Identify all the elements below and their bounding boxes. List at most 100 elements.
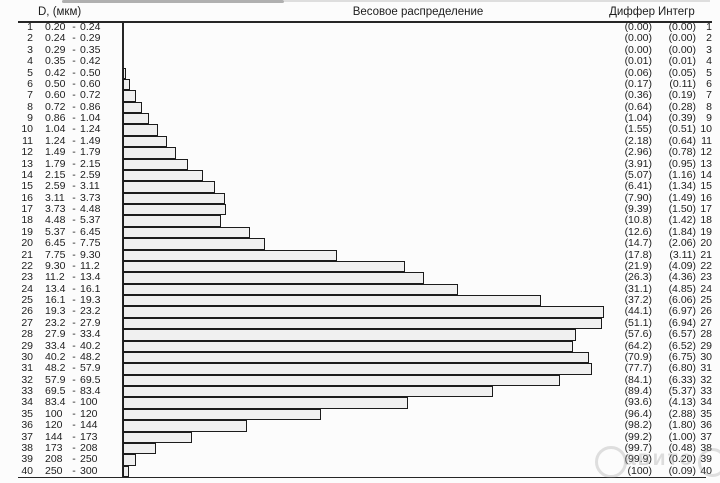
differential-value: (6.94) — [668, 316, 696, 329]
table-row: 23 11.2-13.4 (26.3) (4.36) 23 — [0, 271, 720, 284]
header-rule — [18, 21, 712, 23]
row-number-left: 11 — [22, 134, 33, 147]
range-low: 57.9 — [45, 373, 66, 386]
bar — [122, 295, 542, 307]
row-number-left: 8 — [27, 100, 33, 113]
range-high: 7.75 — [80, 237, 101, 250]
row-number-right: 9 — [706, 112, 712, 124]
differential-column-header: Диффер — [609, 6, 655, 18]
range-dash: - — [72, 328, 76, 341]
row-number-right: 5 — [706, 66, 712, 79]
top-edge-artifact-light — [284, 0, 710, 2]
differential-value: (0.01) — [668, 55, 696, 68]
row-number-left: 15 — [21, 180, 33, 193]
range-high: 0.50 — [80, 66, 101, 79]
range-dash: - — [72, 55, 76, 68]
range-high: 0.60 — [80, 77, 101, 90]
range-low: 0.24 — [45, 32, 66, 45]
range-high: 0.35 — [80, 43, 101, 56]
range-low: 5.37 — [45, 225, 66, 238]
integral-value: (0.00) — [624, 21, 652, 33]
range-dash: - — [72, 385, 76, 397]
row-number-right: 34 — [700, 396, 712, 409]
table-row: 11 1.24-1.49 (2.18) (0.64) 11 — [0, 134, 720, 147]
range-high: 40.2 — [80, 339, 101, 352]
size-column-header: D, (мкм) — [38, 6, 82, 18]
differential-value: (2.06) — [668, 237, 696, 250]
table-row: 20 6.45-7.75 (14.7) (2.06) 20 — [0, 237, 720, 250]
row-number-right: 32 — [700, 373, 712, 386]
row-number-left: 21 — [21, 248, 33, 261]
row-number-left: 19 — [21, 225, 33, 238]
differential-value: (0.39) — [668, 112, 696, 124]
range-high: 5.37 — [80, 214, 101, 227]
row-number-right: 22 — [700, 259, 712, 272]
row-number-left: 7 — [27, 89, 33, 102]
range-dash: - — [72, 146, 76, 159]
row-number-left: 37 — [21, 430, 33, 443]
bar — [122, 192, 226, 205]
range-high: 2.59 — [80, 168, 101, 181]
row-number-right: 36 — [700, 419, 712, 432]
table-row: 14 2.15-2.59 (5.07) (1.16) 14 — [0, 168, 720, 181]
row-number-right: 27 — [700, 316, 712, 329]
row-number-left: 12 — [21, 146, 33, 159]
range-dash: - — [72, 134, 76, 147]
bar — [122, 351, 589, 364]
table-row: 7 0.60-0.72 (0.36) (0.19) 7 — [0, 89, 720, 102]
table-row: 18 4.48-5.37 (10.8) (1.42) 18 — [0, 214, 720, 227]
row-number-right: 14 — [700, 168, 712, 181]
range-dash: - — [72, 419, 76, 432]
table-row: 2 0.24-0.29 (0.00) (0.00) 2 — [0, 32, 720, 45]
row-number-left: 29 — [21, 339, 33, 352]
range-low: 250 — [45, 464, 63, 477]
range-high: 300 — [80, 464, 98, 477]
range-high: 0.42 — [80, 55, 101, 68]
integral-value: (0.06) — [624, 66, 652, 79]
integral-value: (0.00) — [624, 43, 652, 56]
differential-value: (0.00) — [668, 32, 696, 45]
range-low: 0.35 — [45, 55, 66, 68]
row-number-right: 1 — [706, 21, 712, 33]
table-row: 30 40.2-48.2 (70.9) (6.75) 30 — [0, 351, 720, 363]
range-dash: - — [72, 305, 76, 318]
range-low: 4.48 — [45, 214, 66, 227]
row-number-left: 5 — [27, 66, 33, 79]
integral-value: (5.07) — [624, 168, 652, 181]
integral-value: (1.04) — [624, 112, 652, 124]
bar — [122, 113, 150, 125]
bar — [122, 249, 338, 261]
range-high: 13.4 — [80, 271, 101, 284]
differential-value: (0.00) — [668, 43, 696, 56]
integral-value: (44.1) — [624, 305, 652, 318]
row-number-left: 25 — [21, 294, 33, 306]
bar — [122, 420, 247, 432]
range-dash: - — [72, 441, 76, 454]
differential-value: (0.95) — [668, 157, 696, 170]
row-number-right: 23 — [700, 271, 712, 284]
bar — [122, 67, 126, 79]
differential-value: (5.37) — [668, 385, 696, 397]
bar — [122, 442, 156, 455]
range-high: 4.48 — [80, 203, 101, 215]
integral-column-header: Интегр — [658, 6, 695, 18]
bar — [122, 397, 408, 409]
range-high: 83.4 — [80, 385, 101, 397]
differential-value: (1.34) — [668, 180, 696, 193]
integral-value: (57.6) — [624, 328, 652, 341]
row-number-left: 2 — [27, 32, 33, 45]
integral-value: (12.6) — [624, 225, 652, 238]
row-number-left: 20 — [21, 237, 33, 250]
integral-value: (14.7) — [624, 237, 652, 250]
range-high: 1.49 — [80, 134, 101, 147]
bar — [122, 283, 458, 296]
range-dash: - — [72, 407, 76, 420]
differential-value: (6.80) — [668, 362, 696, 375]
row-number-left: 36 — [21, 419, 33, 432]
row-number-left: 9 — [27, 112, 33, 124]
bar — [122, 124, 158, 136]
integral-value: (37.2) — [624, 294, 652, 306]
bar — [122, 465, 129, 478]
row-number-right: 17 — [700, 203, 712, 215]
range-high: 57.9 — [80, 362, 101, 375]
